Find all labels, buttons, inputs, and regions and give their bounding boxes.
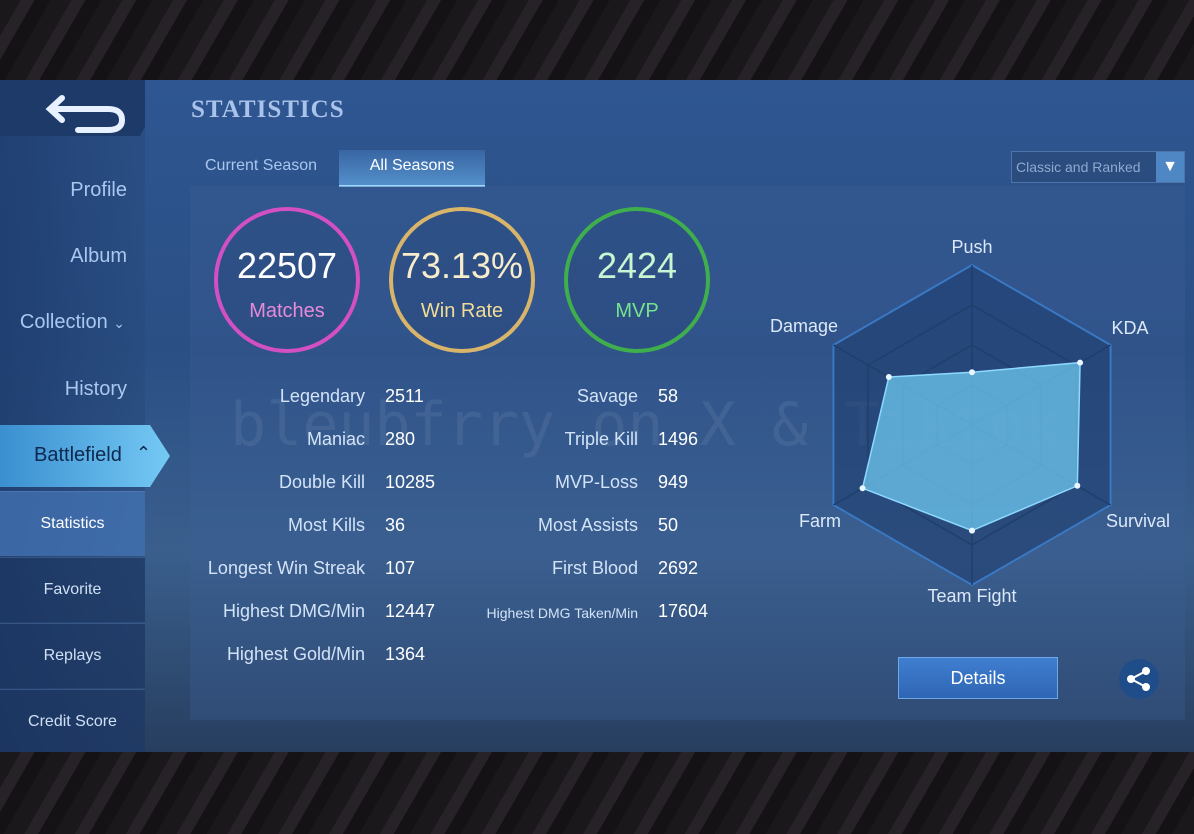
radar-point (859, 485, 866, 492)
stat-label: First Blood (551, 558, 638, 578)
stat-label: Highest DMG Taken/Min (486, 605, 638, 621)
bottom-border (0, 752, 1194, 834)
stat-value: 1496 (658, 429, 699, 449)
radar-point (1077, 359, 1084, 366)
summary-ring (214, 207, 360, 353)
tab-current-season[interactable]: Current Season (205, 157, 318, 174)
nav-profile[interactable]: Profile (70, 179, 127, 201)
stat-label: Double Kill (278, 472, 365, 492)
radar-point (969, 369, 975, 376)
stat-label: Maniac (306, 429, 365, 449)
radar-axis-label: Team Fight (927, 586, 1016, 606)
filter-dropdown[interactable]: Classic and Ranked ▼ (1011, 151, 1185, 183)
radar-point (969, 527, 975, 534)
chart-layer: 22507 Matches 73.13% Win Rate 2424 MVP Push KDA… (214, 207, 1170, 606)
nav-battlefield[interactable]: Battlefield ⌃ (0, 425, 170, 487)
stat-label: Highest Gold/Min (226, 644, 365, 664)
stat-value: 50 (658, 515, 679, 535)
stat-value: 36 (385, 515, 406, 535)
radar-axis-label: Damage (770, 316, 838, 336)
stat-value: 17604 (658, 601, 709, 621)
radar-point (1074, 482, 1081, 489)
stat-label: Most Assists (537, 515, 638, 535)
summary-label: MVP (615, 300, 658, 322)
stat-label: Legendary (279, 386, 365, 406)
nav-label: Collection (19, 311, 108, 333)
chevron: ⌃ (136, 443, 152, 463)
summary-ring (389, 207, 535, 353)
stat-label: Triple Kill (564, 429, 638, 449)
filter-label: Classic and Ranked (1016, 159, 1141, 175)
details-button[interactable]: Details (898, 657, 1058, 699)
radar-axis-label: Push (951, 237, 992, 257)
dropdown-arrow: ▼ (1156, 152, 1184, 182)
nav-credit-score[interactable]: Credit Score (0, 689, 145, 752)
summary-label: Matches (249, 300, 325, 322)
radar-axis-label: Farm (799, 511, 841, 531)
sidebar: Profile Album Collection ⌄ History Battl… (0, 80, 170, 752)
stat-value: 2692 (658, 558, 699, 578)
nav-statistics[interactable]: Statistics (0, 491, 145, 556)
stat-label: MVP-Loss (554, 472, 638, 492)
summary-value: 2424 (597, 245, 677, 286)
stat-label: Savage (576, 386, 638, 406)
top-border (0, 0, 1194, 80)
chevron: ⌄ (113, 315, 125, 331)
nav-history[interactable]: History (64, 378, 127, 400)
nav-favorite[interactable]: Favorite (0, 557, 145, 622)
stat-label: Most Kills (287, 515, 365, 535)
stat-value: 280 (385, 429, 416, 449)
radar-axis-label: KDA (1111, 318, 1148, 338)
summary-value: 22507 (237, 245, 337, 286)
stat-value: 12447 (385, 601, 436, 621)
stat-value: 949 (658, 472, 689, 492)
stat-label: Longest Win Streak (207, 558, 365, 578)
stat-value: 2511 (385, 386, 424, 406)
stat-value: 1364 (385, 644, 426, 664)
page-title: STATISTICS (191, 96, 345, 123)
back-button[interactable] (0, 80, 145, 140)
summary-ring (564, 207, 710, 353)
tab-all-seasons[interactable]: All Seasons (339, 150, 485, 187)
stat-value: 107 (385, 558, 416, 578)
share-button[interactable] (1118, 658, 1160, 700)
nav-replays[interactable]: Replays (0, 623, 145, 688)
stat-value: 10285 (385, 472, 436, 492)
summary-label: Win Rate (421, 300, 503, 322)
radar-axis-label: Survival (1106, 511, 1170, 531)
nav-collection[interactable]: Collection ⌄ (20, 311, 125, 334)
stat-label: Highest DMG/Min (222, 601, 365, 621)
stat-value: 58 (658, 386, 679, 406)
statistics-panel: Profile Album Collection ⌄ History Battl… (0, 80, 1194, 752)
summary-value: 73.13% (401, 245, 523, 286)
nav-label: Battlefield (34, 444, 122, 466)
radar-point (885, 374, 892, 380)
nav-album[interactable]: Album (70, 245, 127, 267)
